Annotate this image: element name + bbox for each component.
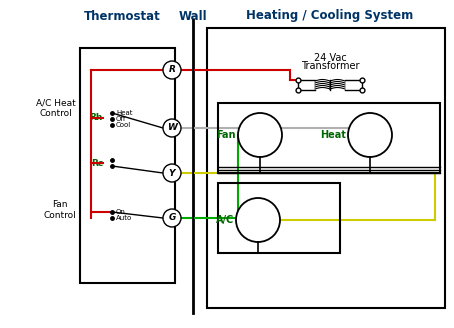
Text: Fan
Control: Fan Control <box>43 200 76 220</box>
Text: Heat: Heat <box>320 130 346 140</box>
Circle shape <box>238 113 282 157</box>
Text: Rc: Rc <box>91 158 103 168</box>
Text: Y: Y <box>169 169 175 177</box>
Bar <box>218 103 440 173</box>
Text: On: On <box>116 209 126 215</box>
Text: A/C: A/C <box>216 215 234 225</box>
Circle shape <box>348 113 392 157</box>
Circle shape <box>163 164 181 182</box>
Text: R: R <box>168 66 175 74</box>
Text: Transformer: Transformer <box>301 61 359 71</box>
Text: G: G <box>168 214 176 222</box>
Bar <box>80 48 175 283</box>
Text: W: W <box>167 124 177 133</box>
Text: Cool: Cool <box>116 122 131 128</box>
Text: A/C Heat
Control: A/C Heat Control <box>36 98 76 118</box>
Circle shape <box>163 209 181 227</box>
Text: Heating / Cooling System: Heating / Cooling System <box>247 10 414 23</box>
Text: 24 Vac: 24 Vac <box>314 53 346 63</box>
Circle shape <box>163 61 181 79</box>
Text: Auto: Auto <box>116 215 132 221</box>
Text: Thermostat: Thermostat <box>84 10 160 23</box>
Text: Wall: Wall <box>179 10 207 23</box>
Circle shape <box>236 198 280 242</box>
Text: Fan: Fan <box>217 130 236 140</box>
Text: Off: Off <box>116 116 126 122</box>
Circle shape <box>163 119 181 137</box>
Bar <box>218 183 340 253</box>
Text: Rh: Rh <box>89 113 103 122</box>
Text: Heat: Heat <box>116 110 133 116</box>
Bar <box>207 28 445 308</box>
